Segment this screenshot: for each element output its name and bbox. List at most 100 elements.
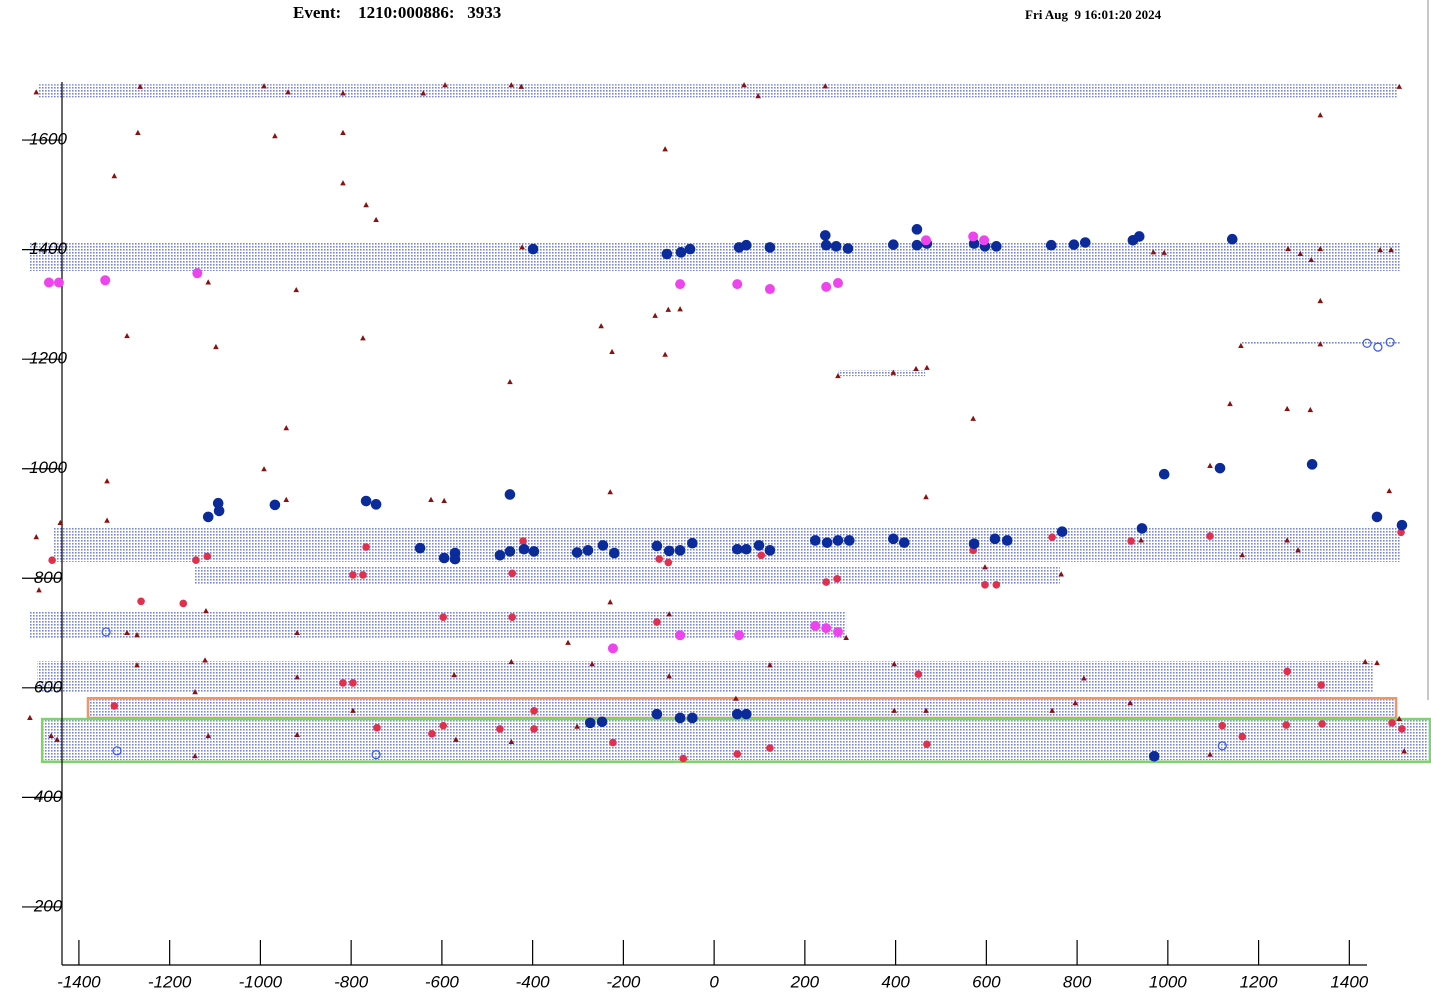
hit-dot bbox=[979, 235, 990, 246]
hit-dot bbox=[981, 581, 989, 589]
y-tick-label: 1000 bbox=[29, 458, 67, 477]
x-tick-label: -600 bbox=[425, 972, 460, 991]
hit-triangle bbox=[134, 632, 140, 638]
hit-triangle bbox=[835, 372, 841, 379]
hit-triangle bbox=[1138, 537, 1144, 543]
hit-dot bbox=[213, 505, 225, 517]
hit-triangle bbox=[340, 90, 346, 96]
hit-dot bbox=[888, 533, 899, 545]
hit-dot bbox=[1397, 528, 1405, 537]
hit-triangle bbox=[662, 146, 668, 152]
hit-triangle bbox=[913, 365, 919, 372]
hit-dot bbox=[674, 712, 686, 724]
hit-dot bbox=[504, 489, 516, 500]
hit-triangle bbox=[607, 489, 614, 495]
hit-dot bbox=[991, 241, 1002, 252]
hit-dot bbox=[439, 613, 448, 621]
hit-open bbox=[1385, 337, 1395, 347]
hit-triangle bbox=[970, 415, 976, 421]
hit-dot bbox=[1056, 526, 1068, 538]
hit-dot bbox=[518, 543, 530, 555]
hit-dot bbox=[1317, 681, 1325, 689]
hit-triangle bbox=[1386, 487, 1393, 494]
hit-triangle bbox=[213, 343, 219, 350]
hit-open bbox=[1373, 342, 1383, 352]
x-tick-label: -1400 bbox=[57, 972, 101, 991]
y-tick-label: 1200 bbox=[29, 349, 67, 368]
hit-triangle bbox=[508, 738, 515, 745]
hit-dot bbox=[911, 239, 923, 251]
hit-triangle bbox=[1207, 462, 1213, 468]
hit-triangle bbox=[755, 93, 761, 99]
hit-dot bbox=[359, 571, 367, 579]
hit-dot bbox=[842, 243, 854, 254]
x-tick-label: 1000 bbox=[1149, 972, 1187, 991]
hit-dot bbox=[1238, 732, 1247, 741]
hit-dot bbox=[741, 543, 752, 555]
hit-triangle bbox=[891, 707, 898, 713]
hit-dot bbox=[571, 547, 583, 558]
hit-triangle bbox=[36, 587, 42, 593]
hit-dot bbox=[968, 538, 980, 550]
hit-triangle bbox=[508, 82, 515, 88]
hit-dot bbox=[1001, 535, 1013, 546]
x-tick-label: 200 bbox=[790, 972, 820, 991]
hit-dot bbox=[179, 599, 188, 608]
hit-dot bbox=[428, 730, 436, 738]
title: Event: 1210:000886: 3933 bbox=[293, 3, 502, 22]
band bbox=[87, 698, 1397, 718]
x-tick-label: -1200 bbox=[148, 972, 192, 991]
hit-dot bbox=[609, 738, 617, 747]
hit-triangle bbox=[607, 599, 614, 605]
hit-dot bbox=[519, 537, 527, 545]
hit-triangle bbox=[294, 731, 300, 737]
y-tick-label: 400 bbox=[34, 787, 63, 806]
hit-triangle bbox=[1238, 342, 1244, 349]
hit-triangle bbox=[1317, 245, 1324, 252]
hit-triangle bbox=[507, 378, 513, 385]
hit-triangle bbox=[1317, 112, 1324, 118]
hit-dot bbox=[1079, 237, 1091, 248]
hit-dot bbox=[675, 630, 686, 641]
hit-dot bbox=[664, 558, 673, 567]
hit-triangle bbox=[1377, 246, 1383, 253]
hit-dot bbox=[192, 556, 200, 565]
hit-triangle bbox=[1161, 249, 1168, 255]
y-tick-label: 800 bbox=[34, 568, 63, 587]
hit-triangle bbox=[1396, 715, 1403, 722]
hit-triangle bbox=[519, 244, 525, 250]
hit-triangle bbox=[565, 639, 571, 645]
hit-triangle bbox=[360, 335, 366, 341]
hit-triangle bbox=[1072, 699, 1079, 706]
hit-dot bbox=[821, 281, 832, 292]
hit-triangle bbox=[261, 466, 267, 472]
hit-dot bbox=[809, 535, 821, 546]
hit-dot bbox=[597, 540, 609, 551]
hit-dot bbox=[732, 279, 743, 290]
band bbox=[837, 370, 926, 377]
hit-triangle bbox=[363, 202, 369, 208]
x-tick-label: -400 bbox=[516, 972, 551, 991]
hit-dot bbox=[362, 543, 370, 551]
hit-dot bbox=[370, 499, 382, 510]
band bbox=[29, 241, 1400, 271]
hit-dot bbox=[414, 542, 426, 554]
hit-dot bbox=[1218, 721, 1227, 730]
hit-dot bbox=[674, 545, 686, 556]
hit-triangle bbox=[1317, 297, 1324, 304]
hit-dot bbox=[741, 708, 752, 720]
hit-dot bbox=[914, 670, 923, 678]
x-tick-label: -1000 bbox=[239, 972, 283, 991]
hit-dot bbox=[449, 553, 461, 565]
hit-dot bbox=[1133, 231, 1145, 242]
y-tick-label: 600 bbox=[34, 677, 63, 696]
hit-dot bbox=[349, 679, 357, 687]
hit-triangle bbox=[124, 332, 130, 339]
hit-dot bbox=[43, 277, 54, 288]
hit-triangle bbox=[923, 707, 929, 713]
hit-triangle bbox=[441, 497, 447, 504]
hit-triangle bbox=[1285, 245, 1291, 252]
hit-dot bbox=[663, 545, 675, 557]
hit-triangle bbox=[1284, 405, 1290, 412]
hit-triangle bbox=[891, 661, 898, 667]
